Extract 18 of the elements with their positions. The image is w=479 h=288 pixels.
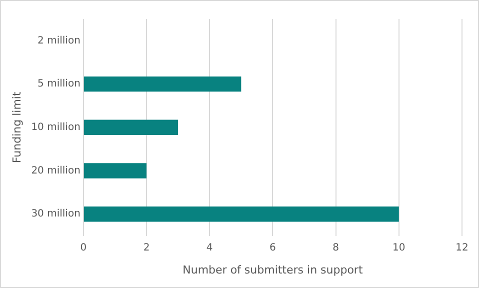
y-tick-label: 5 million bbox=[38, 78, 80, 90]
x-tick-label: 8 bbox=[332, 242, 339, 254]
bar bbox=[84, 76, 242, 92]
y-tick-label: 20 million bbox=[31, 165, 80, 176]
x-tick-label: 10 bbox=[392, 242, 406, 254]
x-axis-title: Number of submitters in support bbox=[182, 263, 364, 276]
x-tick-label: 4 bbox=[206, 242, 213, 254]
x-tick-label: 6 bbox=[270, 242, 276, 254]
x-tick-label: 0 bbox=[80, 242, 87, 254]
y-tick-label: 2 million bbox=[38, 35, 80, 46]
x-tick-label: 12 bbox=[456, 242, 468, 254]
bar bbox=[84, 163, 147, 178]
y-tick-label: 10 million bbox=[31, 122, 80, 133]
y-tick-label: 30 million bbox=[31, 208, 80, 220]
bar bbox=[84, 120, 178, 135]
bar bbox=[84, 206, 399, 222]
x-tick-label: 2 bbox=[143, 242, 150, 254]
y-axis-title: Funding limit bbox=[10, 91, 24, 164]
